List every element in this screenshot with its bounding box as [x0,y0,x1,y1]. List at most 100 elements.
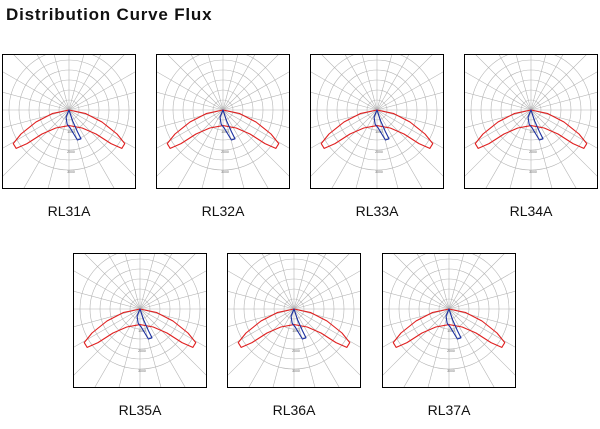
grid-spoke [68,109,135,149]
grid-spoke [376,109,423,188]
curve-c0 [392,308,506,348]
grid-spoke [475,55,532,111]
grid-spoke [383,290,450,310]
grid-spoke [383,270,450,310]
grid [228,254,360,387]
curve-c90 [65,109,82,141]
grid-spoke [293,308,360,348]
grid-spoke [68,109,135,177]
chart-panel: 1000 2000 3000 RL32A [156,54,290,219]
grid-spoke [228,308,295,348]
grid-spoke [222,109,269,188]
grid-spoke [293,308,340,387]
polar-chart: 1000 2000 3000 [464,54,598,189]
grid-spoke [68,109,91,188]
radial-tick-label: 3000 [447,369,455,373]
grid-spoke [272,308,295,387]
grid [383,254,515,387]
grid-spoke [190,55,224,111]
grid-spoke [3,71,70,111]
grid-spoke [448,308,515,328]
radial-tick-label: 2000 [292,349,300,353]
grid-spoke [222,109,289,149]
radial-tick-label: 3000 [221,170,229,174]
grid-spoke [222,109,289,129]
grid-spoke [311,109,378,177]
grid-spoke [207,55,224,111]
grid-spoke [448,308,471,387]
grid-spoke [530,71,597,111]
grid [465,55,597,188]
grid-spoke [465,91,532,111]
grid-spoke [293,308,360,328]
radial-tick-label: 1000 [375,130,383,134]
grid-spoke [139,308,206,328]
grid-spoke [448,308,495,387]
grid-spoke [3,109,70,177]
curve-c90 [290,308,307,340]
radial-tick-label: 2000 [375,150,383,154]
chart-frame [73,253,207,388]
polar-chart: 1000 2000 3000 [73,253,207,388]
grid-spoke [222,55,256,111]
grid-spoke [530,109,577,188]
radial-tick-label: 3000 [529,170,537,174]
chart-panel: 1000 2000 3000 RL31A [2,54,136,219]
grid-spoke [13,55,70,111]
chart-panel: 1000 2000 3000 RL34A [464,54,598,219]
radial-tick-label: 1000 [138,329,146,333]
grid-spoke [383,308,450,376]
polar-chart: 1000 2000 3000 [227,253,361,388]
grid-spoke [47,109,70,188]
radial-tick-label: 3000 [375,170,383,174]
grid-spoke [201,109,224,188]
grid-spoke [530,55,547,111]
curve-c90 [373,109,390,141]
radial-tick-label: 1000 [221,130,229,134]
grid-spoke [448,308,515,376]
chart-frame [464,54,598,189]
grid-spoke [278,254,295,310]
radial-tick-label: 3000 [67,170,75,174]
grid-spoke [157,91,224,111]
grid-spoke [448,254,465,310]
radial-tick-label: 2000 [221,150,229,154]
grid-spoke [403,308,450,387]
grid-spoke [311,109,378,149]
radial-tick-label: 2000 [447,349,455,353]
grid-spoke [433,254,450,310]
curve-c90 [136,308,153,340]
curve-c90 [527,109,544,141]
chart-caption: RL33A [355,203,399,219]
grid-spoke [68,55,125,111]
grid-spoke [68,55,102,111]
grid-spoke [376,55,393,111]
chart-caption: RL32A [201,203,245,219]
grid-spoke [177,109,224,188]
curve-c90 [445,308,462,340]
grid-spoke [416,254,450,310]
grid-spoke [84,254,141,310]
polar-chart: 1000 2000 3000 [156,54,290,189]
grid-spoke [530,109,597,129]
grid-spoke [376,55,433,111]
grid-spoke [530,109,553,188]
grid-spoke [448,270,515,310]
grid-spoke [139,308,162,387]
grid-spoke [485,109,532,188]
grid-spoke [465,109,532,177]
grid-spoke [74,308,141,348]
chart-panel: 1000 2000 3000 RL36A [227,253,361,418]
grid-spoke [293,270,360,310]
grid-spoke [293,254,310,310]
grid-spoke [222,71,289,111]
grid-spoke [376,91,443,111]
grid-spoke [228,308,295,328]
chart-frame [2,54,136,189]
grid-spoke [68,109,135,129]
grid-spoke [498,55,532,111]
radial-tick-label: 1000 [67,130,75,134]
grid-spoke [238,254,295,310]
radial-tick-label: 3000 [292,369,300,373]
grid-spoke [74,308,141,328]
